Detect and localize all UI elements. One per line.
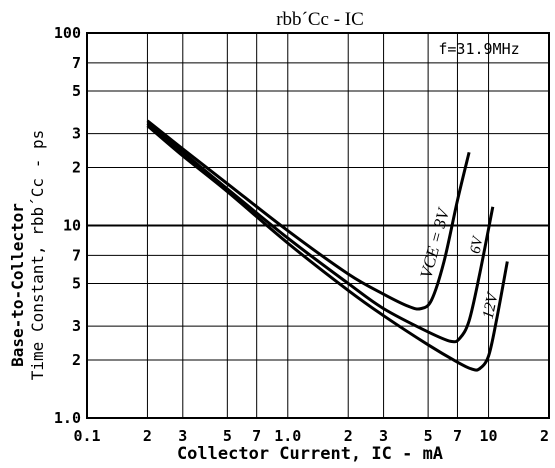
y-tick-label: 3 [72,125,81,143]
x-tick-labels: 0.1 2 3 5 7 1.0 2 3 5 7 10 2 [73,427,549,445]
y-axis-label-line2: Time Constant, rbb´Cc - ps [28,130,47,380]
grid [87,33,549,418]
y-tick-label: 5 [72,82,81,100]
chart-title: rbb´Cc - IC [276,9,364,30]
y-tick-label: 7 [72,246,81,264]
x-tick-label: 3 [178,427,187,445]
y-tick-label: 2 [72,159,81,177]
series-line-1 [146,122,495,344]
annotation-frequency: f=31.9MHz [438,40,519,58]
y-tick-label: 100 [54,24,81,42]
y-tick-label: 3 [72,317,81,335]
y-axis-label-line1: Base-to-Collector [8,203,27,367]
series-line-0 [146,119,471,311]
y-tick-label: 2 [72,351,81,369]
x-axis-label: Collector Current, IC - mA [177,444,443,464]
y-tick-label: 10 [63,217,81,235]
x-tick-label: 7 [453,427,462,445]
x-tick-label: 3 [379,427,388,445]
x-tick-label: 5 [424,427,433,445]
x-tick-label: 2 [344,427,353,445]
plot-frame [86,32,550,419]
series-label-2: 12V [480,290,502,321]
y-tick-label: 5 [72,274,81,292]
y-tick-label: 7 [72,54,81,72]
x-tick-label: 5 [223,427,232,445]
series-lines [146,119,509,372]
x-tick-label: 10 [480,427,498,445]
y-tick-label: 1.0 [54,409,81,427]
x-tick-label: 0.1 [73,427,100,445]
x-tick-label: 1.0 [274,427,301,445]
y-tick-labels: 1.0 2 3 5 7 10 2 3 5 7 100 [54,24,81,427]
x-tick-label: 2 [540,427,549,445]
series-line-2 [146,124,509,372]
series-label-1: 6V [468,234,487,255]
x-tick-label: 7 [252,427,261,445]
x-tick-label: 2 [143,427,152,445]
